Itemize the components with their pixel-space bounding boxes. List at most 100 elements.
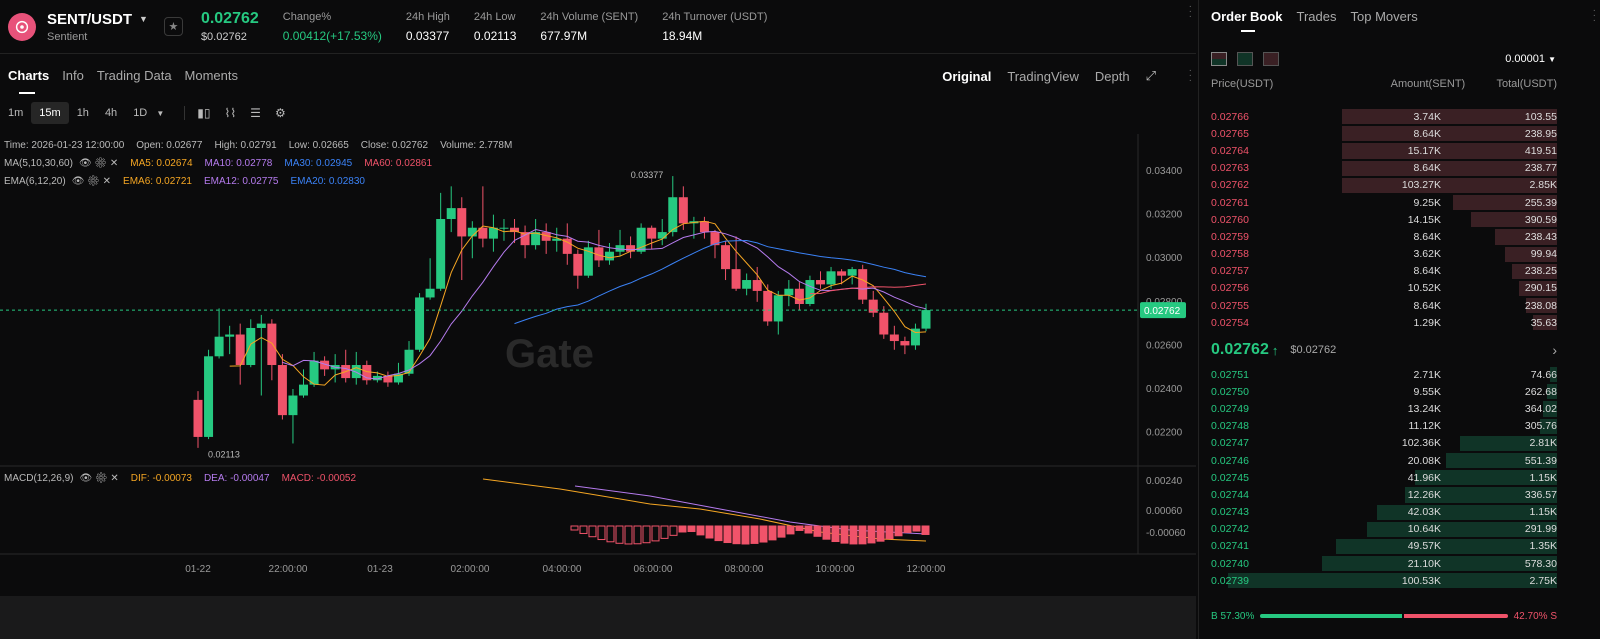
view-asks-icon[interactable] xyxy=(1263,52,1279,66)
more-vertical-icon[interactable]: · · · xyxy=(1592,5,1596,26)
ask-row[interactable]: 0.02760 14.15K 390.59 xyxy=(1211,211,1557,228)
tab-top-movers[interactable]: Top Movers xyxy=(1350,8,1418,24)
ask-row[interactable]: 0.02757 8.64K 238.25 xyxy=(1211,263,1557,280)
bid-row[interactable]: 0.02739 100.53K 2.75K xyxy=(1211,572,1557,589)
tab-info[interactable]: Info xyxy=(62,68,84,83)
bid-price[interactable]: 0.02744 xyxy=(1211,488,1249,501)
bid-row[interactable]: 0.02740 21.10K 578.30 xyxy=(1211,555,1557,572)
bid-price[interactable]: 0.02748 xyxy=(1211,420,1249,433)
timeframe-15m[interactable]: 15m xyxy=(31,102,69,124)
chevron-down-icon[interactable]: ▼ xyxy=(139,14,148,24)
ma-line xyxy=(229,220,927,386)
ask-price[interactable]: 0.02766 xyxy=(1211,110,1249,123)
bid-price[interactable]: 0.02740 xyxy=(1211,557,1249,570)
tab-tradingview[interactable]: TradingView xyxy=(1007,68,1079,84)
bid-row[interactable]: 0.02750 9.55K 262.68 xyxy=(1211,383,1557,400)
ask-row[interactable]: 0.02766 3.74K 103.55 xyxy=(1211,108,1557,125)
ask-price[interactable]: 0.02759 xyxy=(1211,230,1249,243)
favorite-star-icon[interactable]: ★ xyxy=(163,17,183,36)
ask-row[interactable]: 0.02763 8.64K 238.77 xyxy=(1211,160,1557,177)
ask-row[interactable]: 0.02758 3.62K 99.94 xyxy=(1211,246,1557,263)
bid-row[interactable]: 0.02741 49.57K 1.35K xyxy=(1211,538,1557,555)
ask-row[interactable]: 0.02764 15.17K 419.51 xyxy=(1211,142,1557,159)
bid-row[interactable]: 0.02744 12.26K 336.57 xyxy=(1211,486,1557,503)
bid-price[interactable]: 0.02749 xyxy=(1211,402,1249,415)
timeframe-1d-label[interactable]: 1D xyxy=(133,107,148,119)
ask-price[interactable]: 0.02760 xyxy=(1211,213,1249,226)
legend-icons[interactable]: 👁 ⚙ ✕ xyxy=(79,473,119,484)
ask-row[interactable]: 0.02755 8.64K 238.08 xyxy=(1211,297,1557,314)
bid-price[interactable]: 0.02742 xyxy=(1211,523,1249,536)
pair-selector[interactable]: SENT/USDT ▼ Sentient xyxy=(47,11,148,43)
timeframe-1m[interactable]: 1m xyxy=(8,107,24,119)
bid-price[interactable]: 0.02739 xyxy=(1211,574,1249,587)
drawing-tools-icon[interactable]: ☰ xyxy=(250,106,261,120)
bid-price[interactable]: 0.02751 xyxy=(1211,368,1249,381)
tab-charts[interactable]: Charts xyxy=(8,58,49,94)
ask-price[interactable]: 0.02758 xyxy=(1211,248,1249,261)
ask-price[interactable]: 0.02765 xyxy=(1211,127,1249,140)
bid-row[interactable]: 0.02743 42.03K 1.15K xyxy=(1211,504,1557,521)
ask-price[interactable]: 0.02764 xyxy=(1211,144,1249,157)
candle-body xyxy=(320,360,330,370)
timeframe-1d[interactable]: 1D ▼ xyxy=(125,102,172,124)
ask-row[interactable]: 0.02759 8.64K 238.43 xyxy=(1211,228,1557,245)
ask-row[interactable]: 0.02754 1.29K 35.63 xyxy=(1211,314,1557,331)
bid-row[interactable]: 0.02751 2.71K 74.66 xyxy=(1211,366,1557,383)
ask-row[interactable]: 0.02765 8.64K 238.95 xyxy=(1211,125,1557,142)
ask-price[interactable]: 0.02762 xyxy=(1211,179,1249,192)
view-both-icon[interactable] xyxy=(1211,52,1227,66)
chevron-down-icon[interactable]: ▼ xyxy=(156,109,165,118)
ask-row[interactable]: 0.02762 103.27K 2.85K xyxy=(1211,177,1557,194)
settings-icon[interactable]: ⚙ xyxy=(274,106,286,120)
more-vertical-icon[interactable]: · · · xyxy=(1188,1,1192,22)
precision-select[interactable]: 0.00001 ▼ xyxy=(1505,53,1556,65)
chevron-right-icon[interactable]: › xyxy=(1552,342,1557,358)
ask-price[interactable]: 0.02754 xyxy=(1211,316,1249,329)
chart-canvas[interactable]: 0.034000.032000.030000.028000.026000.024… xyxy=(0,134,1196,594)
ask-row[interactable]: 0.02756 10.52K 290.15 xyxy=(1211,280,1557,297)
bid-row[interactable]: 0.02742 10.64K 291.99 xyxy=(1211,521,1557,538)
price-chart[interactable]: Time: 2026-01-23 12:00:00 Open: 0.02677 … xyxy=(0,134,1196,594)
candle-type-icon[interactable]: ▮▯ xyxy=(197,106,211,120)
tab-order-book[interactable]: Order Book xyxy=(1211,8,1283,32)
expand-icon[interactable]: ⤢ xyxy=(1145,68,1156,83)
ask-price[interactable]: 0.02755 xyxy=(1211,299,1249,312)
precision-value[interactable]: 0.00001 xyxy=(1505,53,1546,65)
legend-icons[interactable]: 👁 ⚙ ✕ xyxy=(78,158,119,169)
legend-high: High: 0.02791 xyxy=(214,140,277,151)
chart-view-tabs: Original TradingView Depth ⤢ xyxy=(942,58,1156,94)
pair-symbol[interactable]: SENT/USDT xyxy=(47,10,133,28)
bid-row[interactable]: 0.02748 11.12K 305.76 xyxy=(1211,418,1557,435)
tab-depth[interactable]: Depth xyxy=(1094,68,1130,84)
bid-row[interactable]: 0.02745 41.96K 1.15K xyxy=(1211,469,1557,486)
tab-moments[interactable]: Moments xyxy=(184,68,239,83)
view-bids-icon[interactable] xyxy=(1237,52,1253,66)
bid-row[interactable]: 0.02747 102.36K 2.81K xyxy=(1211,435,1557,452)
candle-body xyxy=(910,328,920,346)
candle-body xyxy=(467,227,477,237)
chevron-down-icon[interactable]: ▼ xyxy=(1548,55,1556,64)
bid-price[interactable]: 0.02741 xyxy=(1211,540,1249,553)
ask-price[interactable]: 0.02761 xyxy=(1211,196,1249,209)
more-vertical-icon[interactable]: · · · xyxy=(1188,65,1192,86)
bid-row[interactable]: 0.02746 20.08K 551.39 xyxy=(1211,452,1557,469)
tab-trades[interactable]: Trades xyxy=(1296,8,1337,24)
timeframe-1h[interactable]: 1h xyxy=(76,107,89,119)
tab-trading-data[interactable]: Trading Data xyxy=(96,68,172,83)
bid-price[interactable]: 0.02746 xyxy=(1211,454,1249,467)
tab-original[interactable]: Original xyxy=(942,68,992,84)
bid-price[interactable]: 0.02747 xyxy=(1211,437,1249,450)
mid-price-row[interactable]: 0.02762 ↑ $0.02762 › xyxy=(1211,338,1557,362)
ask-price[interactable]: 0.02757 xyxy=(1211,265,1249,278)
ask-row[interactable]: 0.02761 9.25K 255.39 xyxy=(1211,194,1557,211)
legend-icons[interactable]: 👁 ⚙ ✕ xyxy=(71,176,112,187)
bid-price[interactable]: 0.02743 xyxy=(1211,506,1249,519)
bid-price[interactable]: 0.02750 xyxy=(1211,385,1249,398)
ask-price[interactable]: 0.02763 xyxy=(1211,162,1249,175)
indicators-icon[interactable]: ⌇⌇ xyxy=(224,106,237,120)
timeframe-4h[interactable]: 4h xyxy=(104,107,118,119)
bid-price[interactable]: 0.02745 xyxy=(1211,471,1249,484)
ask-price[interactable]: 0.02756 xyxy=(1211,282,1249,295)
bid-row[interactable]: 0.02749 13.24K 364.02 xyxy=(1211,400,1557,417)
